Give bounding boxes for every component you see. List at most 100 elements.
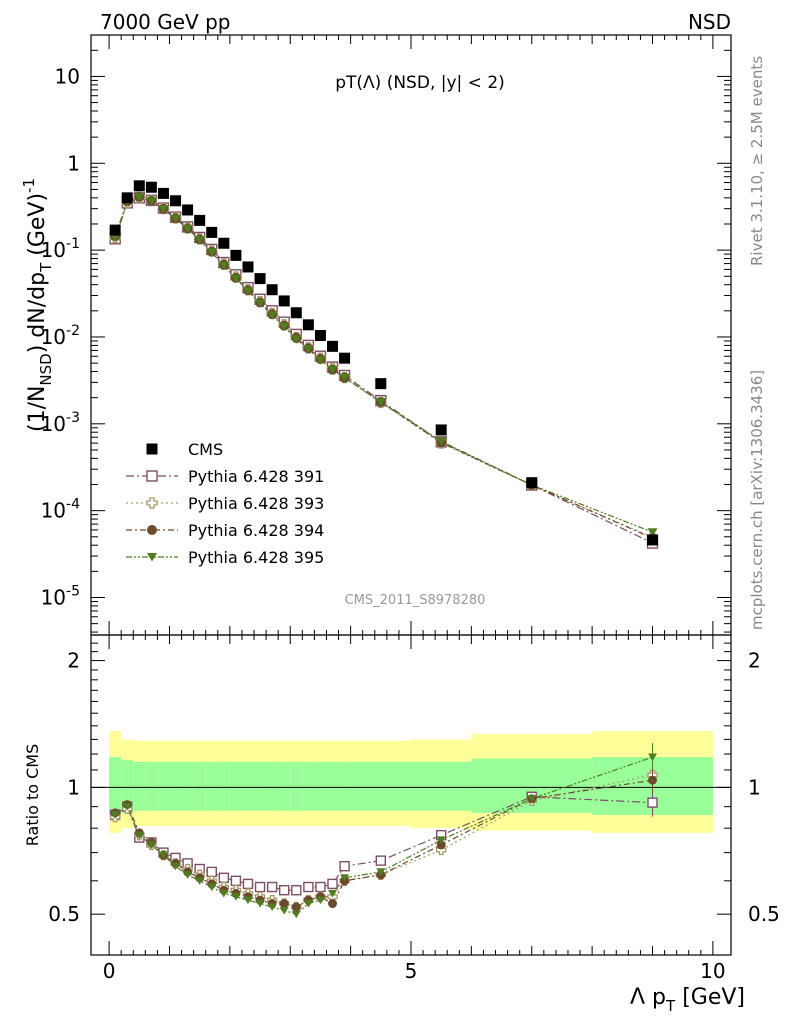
data-point-ratio xyxy=(340,874,350,882)
legend-marker xyxy=(147,553,157,562)
x-tick-label: 5 xyxy=(405,959,418,983)
y-tick-label-exp: -1 xyxy=(66,236,80,252)
data-point-ratio xyxy=(207,883,217,892)
data-point-main xyxy=(230,274,241,284)
ratio-band-inner xyxy=(350,761,411,811)
data-point-main xyxy=(194,235,205,245)
ratio-band-inner xyxy=(254,761,267,811)
data-point-main xyxy=(526,477,538,489)
data-point-ratio xyxy=(266,881,278,893)
data-point-ratio xyxy=(146,841,156,849)
y-tick-label-exp: -4 xyxy=(66,497,80,513)
data-point-main xyxy=(170,214,181,224)
data-point-main xyxy=(133,180,145,192)
y-tick-label-base: 10 xyxy=(41,238,66,262)
series-line-main xyxy=(114,197,653,544)
ratio-band-inner xyxy=(278,761,291,811)
data-point-main xyxy=(303,345,314,354)
legend-marker xyxy=(146,470,158,482)
y-tick-label-ratio-right: 0.5 xyxy=(748,902,780,926)
y-tick-label-base: 10 xyxy=(41,586,66,610)
data-point-main xyxy=(134,193,145,202)
y-tick-label-main: 10-5 xyxy=(41,584,80,610)
rivet-version-label: Rivet 3.1.10, ≥ 2.5M events xyxy=(748,56,766,266)
legend-label: Pythia 6.428 394 xyxy=(188,521,324,540)
data-point-ratio xyxy=(171,862,181,871)
data-point-ratio xyxy=(315,881,326,893)
y-tick-label-main: 10-2 xyxy=(41,323,80,349)
data-point-ratio xyxy=(231,893,241,901)
data-point-main xyxy=(302,319,314,331)
y-tick-label-main: 10 xyxy=(55,64,80,88)
data-point-main xyxy=(327,365,338,375)
mcplots-label: mcplots.cern.ch [arXiv:1306.3436] xyxy=(748,370,766,630)
data-point-ratio xyxy=(328,899,338,909)
data-point-ratio xyxy=(303,899,313,908)
data-point-main xyxy=(242,287,253,296)
data-point-ratio xyxy=(376,868,386,876)
y-tick-label-base: 10 xyxy=(41,412,66,436)
y-tick-label-ratio: 0.5 xyxy=(48,902,80,926)
data-point-ratio xyxy=(242,878,254,890)
data-point-main xyxy=(109,224,121,236)
legend-label: Pythia 6.428 395 xyxy=(188,548,324,567)
data-point-main xyxy=(435,424,447,436)
data-point-main xyxy=(218,261,229,271)
series-line-ratio xyxy=(114,756,653,915)
y-tick-label-base: 1 xyxy=(67,151,80,175)
analysis-watermark: CMS_2011_S8978280 xyxy=(345,593,486,608)
data-point-main xyxy=(157,187,169,199)
series-line-main xyxy=(114,196,653,539)
data-point-ratio xyxy=(315,896,325,905)
data-point-ratio xyxy=(279,906,289,915)
data-point-main xyxy=(182,204,194,216)
data-point-ratio xyxy=(122,803,132,811)
data-point-main xyxy=(121,192,133,204)
data-point-main xyxy=(647,534,659,546)
plot-title: pT(Λ) (NSD, |y| < 2) xyxy=(335,73,505,93)
data-point-main xyxy=(291,335,302,344)
data-point-ratio xyxy=(243,896,253,905)
y-tick-label-exp: -2 xyxy=(66,323,80,339)
legend-marker xyxy=(146,497,158,509)
data-point-ratio xyxy=(327,878,338,890)
data-point-ratio xyxy=(255,899,265,908)
data-point-ratio xyxy=(279,899,289,909)
y-tick-label-ratio-right: 2 xyxy=(748,649,761,673)
data-point-ratio xyxy=(291,910,301,919)
data-point-main xyxy=(327,340,339,352)
data-point-ratio xyxy=(328,889,338,898)
data-point-main xyxy=(218,237,230,249)
ratio-band-inner xyxy=(229,761,242,811)
series-line-main xyxy=(114,196,653,533)
data-point-ratio xyxy=(158,851,168,860)
data-point-ratio xyxy=(339,860,350,872)
data-point-main xyxy=(290,307,302,319)
series-line-main xyxy=(114,196,653,538)
ratio-band-inner xyxy=(205,761,218,811)
data-point-ratio xyxy=(219,889,229,898)
data-point-main xyxy=(375,398,386,407)
y-tick-label-ratio: 2 xyxy=(67,649,80,673)
header-energy-label: 7000 GeV pp xyxy=(100,10,231,34)
data-point-ratio xyxy=(647,797,658,808)
y-tick-label-main: 10-1 xyxy=(41,236,80,262)
data-point-main xyxy=(206,248,217,257)
data-point-main xyxy=(436,437,447,446)
ratio-band-inner xyxy=(326,761,339,811)
ratio-band-inner xyxy=(290,761,303,811)
data-point-main xyxy=(315,356,326,365)
data-point-main xyxy=(170,195,182,207)
y-tick-label-exp: -5 xyxy=(66,584,80,600)
data-point-main xyxy=(182,224,193,234)
data-point-main xyxy=(158,204,169,214)
data-point-ratio xyxy=(134,831,144,840)
data-point-ratio xyxy=(279,885,290,896)
ratio-band-inner xyxy=(157,761,170,811)
legend-label: Pythia 6.428 393 xyxy=(188,494,324,513)
data-point-main xyxy=(255,299,266,308)
data-point-ratio xyxy=(436,836,446,845)
ratio-band-inner xyxy=(121,760,134,813)
